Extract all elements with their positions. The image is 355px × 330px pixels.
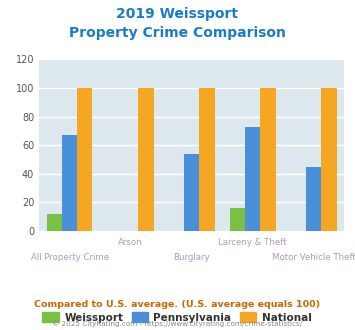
Text: © 2025 CityRating.com - https://www.cityrating.com/crime-statistics/: © 2025 CityRating.com - https://www.city… [53, 320, 302, 327]
Text: Larceny & Theft: Larceny & Theft [218, 238, 287, 247]
Bar [77, 88, 92, 231]
Bar [230, 208, 245, 231]
Text: Arson: Arson [118, 238, 143, 247]
Bar [138, 88, 153, 231]
Bar [261, 88, 275, 231]
Bar [322, 88, 337, 231]
Text: All Property Crime: All Property Crime [31, 253, 109, 262]
Legend: Weissport, Pennsylvania, National: Weissport, Pennsylvania, National [38, 308, 316, 327]
Text: Burglary: Burglary [173, 253, 210, 262]
Bar [306, 167, 322, 231]
Bar [245, 127, 261, 231]
Bar [184, 154, 200, 231]
Bar [62, 135, 77, 231]
Text: 2019 Weissport: 2019 Weissport [116, 7, 239, 21]
Text: Motor Vehicle Theft: Motor Vehicle Theft [272, 253, 355, 262]
Bar [47, 214, 62, 231]
Bar [200, 88, 214, 231]
Text: Compared to U.S. average. (U.S. average equals 100): Compared to U.S. average. (U.S. average … [34, 300, 321, 309]
Text: Property Crime Comparison: Property Crime Comparison [69, 26, 286, 40]
